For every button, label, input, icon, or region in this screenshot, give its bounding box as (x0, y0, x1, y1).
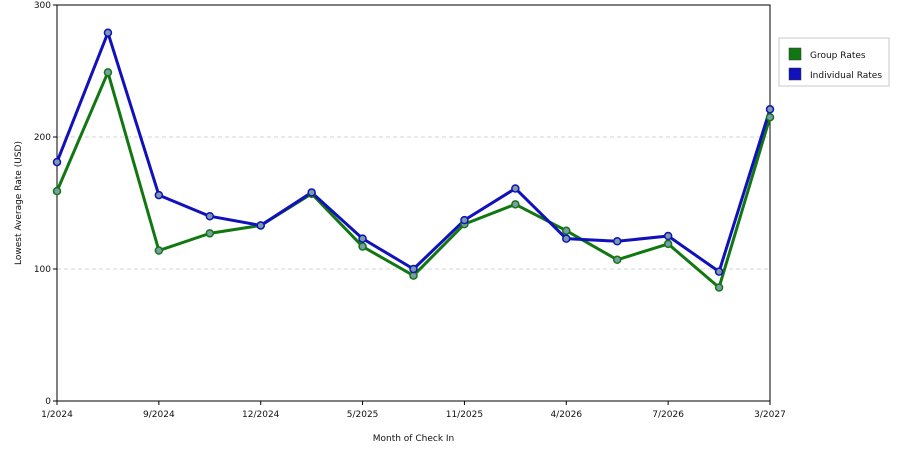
data-point (358, 234, 367, 243)
data-point (663, 231, 673, 241)
y-tick-label: 300 (34, 1, 51, 11)
data-point (714, 283, 724, 292)
data-point (511, 184, 520, 193)
x-tick-label: 9/2024 (143, 410, 175, 420)
data-point (103, 28, 113, 37)
data-point (409, 264, 418, 274)
data-point (612, 255, 622, 265)
data-point (714, 267, 724, 276)
y-tick-label: 0 (45, 397, 51, 407)
data-point (52, 157, 62, 167)
y-tick-label: 100 (34, 265, 51, 275)
x-tick-label: 12/2024 (242, 410, 280, 420)
data-point (154, 190, 164, 200)
y-axis-label: Lowest Average Rate (USD) (14, 141, 24, 265)
x-tick-label: 7/2026 (652, 410, 684, 420)
data-point (103, 68, 113, 77)
legend-label: Group Rates (810, 51, 866, 61)
plot-frame (56, 4, 771, 402)
x-tick-label: 11/2025 (446, 410, 483, 420)
series-line-group-rates (55, 70, 772, 289)
data-point (205, 211, 215, 221)
data-point (511, 200, 520, 209)
legend-swatch (788, 47, 802, 61)
legend-label: Individual Rates (810, 71, 882, 81)
data-point (612, 237, 622, 246)
x-tick-label: 1/2024 (41, 410, 73, 420)
data-point (663, 239, 673, 249)
data-point (205, 229, 215, 238)
data-point (358, 242, 367, 251)
x-tick-label: 3/2027 (754, 410, 786, 420)
x-tick-label: 4/2026 (550, 410, 582, 420)
data-point (256, 221, 265, 230)
data-point (765, 105, 775, 114)
data-point (154, 246, 164, 255)
legend: Group Rates Individual Rates (778, 37, 890, 87)
data-point (562, 234, 571, 243)
data-point (460, 215, 469, 225)
series-layer (52, 28, 775, 292)
x-axis: 1/2024 9/2024 12/2024 5/2025 11/2025 4/2026 7/… (41, 401, 786, 420)
data-point (52, 186, 62, 196)
legend-swatch (788, 67, 802, 81)
x-tick-label: 5/2025 (347, 410, 379, 420)
y-tick-label: 200 (34, 133, 51, 143)
data-point (307, 188, 316, 197)
data-point (765, 112, 775, 122)
y-axis: 0 100 200 300 (34, 1, 57, 407)
x-axis-label: Month of Check In (373, 434, 455, 444)
data-point (562, 226, 571, 235)
series-line-individual-rates (55, 31, 772, 274)
